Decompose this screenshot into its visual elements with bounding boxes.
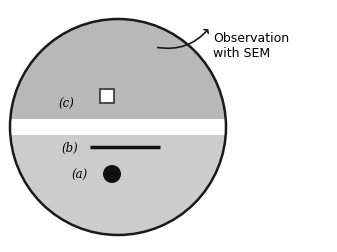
Bar <box>100 90 114 104</box>
Wedge shape <box>10 128 226 235</box>
Text: Observation
with SEM: Observation with SEM <box>213 32 289 60</box>
Polygon shape <box>10 119 226 136</box>
Text: (a): (a) <box>72 168 88 181</box>
Circle shape <box>103 165 121 183</box>
Text: (b): (b) <box>61 141 78 154</box>
Wedge shape <box>10 20 226 128</box>
Text: (c): (c) <box>58 97 74 110</box>
